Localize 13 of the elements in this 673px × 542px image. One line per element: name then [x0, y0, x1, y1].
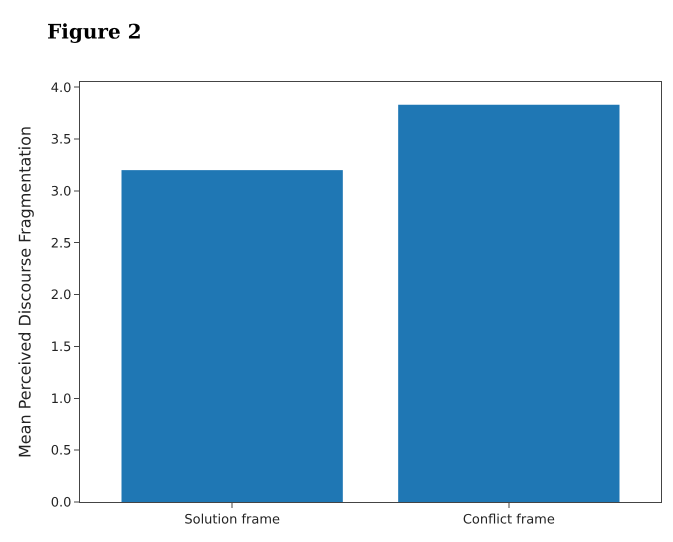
- y-tick-label: 3.0: [50, 184, 72, 200]
- y-tick-label: 4.0: [50, 80, 72, 96]
- y-tick-label: 0.5: [50, 444, 72, 459]
- y-tick-label: 3.5: [50, 132, 72, 148]
- y-tick-label: 1.0: [50, 392, 72, 407]
- y-tick-label: 0.0: [50, 496, 72, 511]
- chart-title: Figure 2: [47, 19, 142, 44]
- y-axis-title: Mean Perceived Discourse Fragmentation: [16, 126, 35, 458]
- x-tick-label: Solution frame: [184, 512, 280, 528]
- x-tick-label: Conflict frame: [462, 512, 555, 528]
- y-tick-label: 1.5: [50, 340, 72, 355]
- y-tick-label: 2.5: [50, 236, 72, 252]
- y-tick-label: 2.0: [50, 288, 72, 304]
